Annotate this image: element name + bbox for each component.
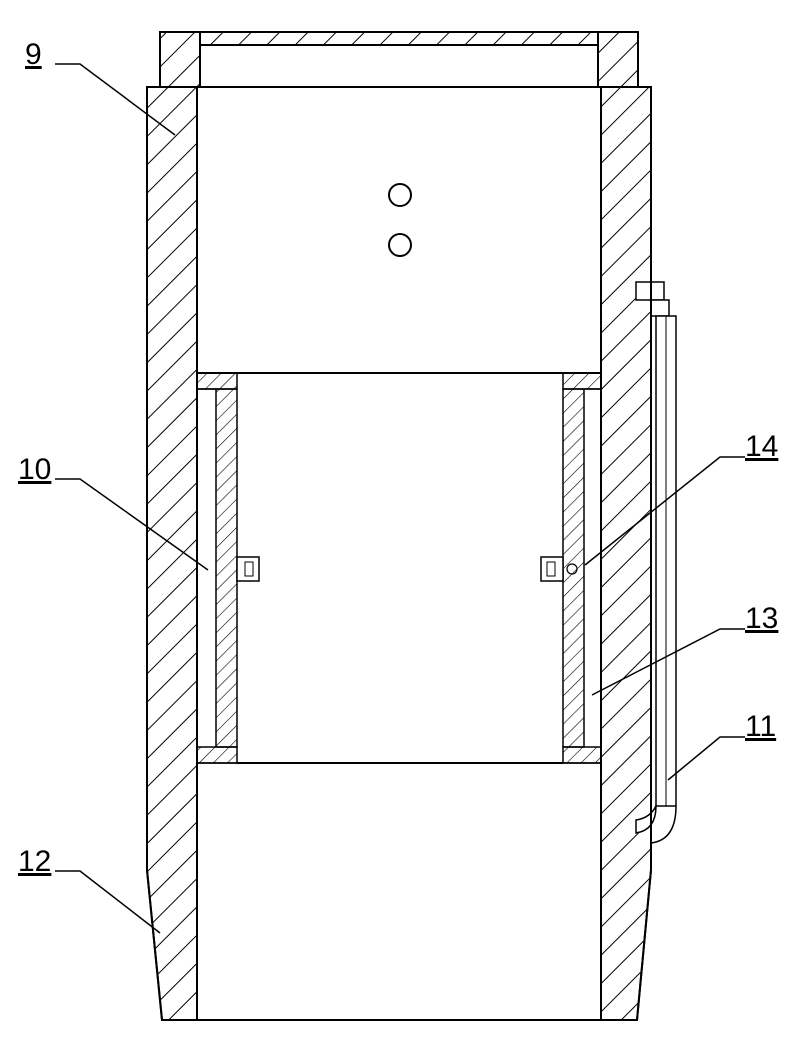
label-14: 14	[745, 430, 778, 464]
left-protrusion	[237, 557, 259, 581]
hole-1	[389, 184, 411, 206]
label-11: 11	[745, 710, 776, 744]
label-12: 12	[18, 845, 51, 879]
engineering-diagram: 9 10 12 14 13 11	[0, 0, 800, 1047]
inner-sleeve-left	[197, 373, 237, 763]
hole-2	[389, 234, 411, 256]
leader-12	[55, 871, 160, 933]
right-wall	[601, 87, 651, 1020]
label-9: 9	[25, 38, 42, 72]
leader-11	[668, 737, 745, 780]
top-cap	[147, 32, 651, 87]
inner-sleeve-right	[563, 373, 601, 763]
diagram-svg	[0, 0, 800, 1047]
label-10: 10	[18, 453, 51, 487]
left-wall	[147, 87, 197, 1020]
label-13: 13	[745, 602, 778, 636]
